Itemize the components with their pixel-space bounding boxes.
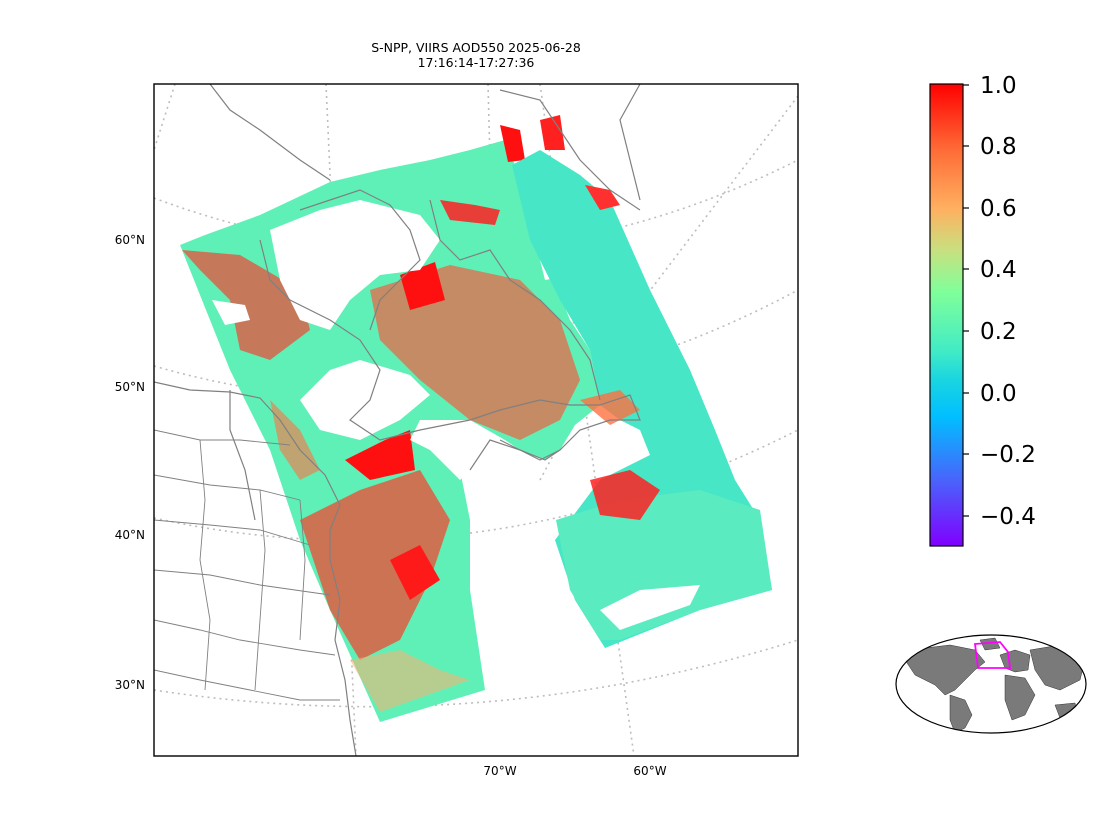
colorbar-tick-8: −0.4 xyxy=(980,504,1036,530)
title-line-1: S-NPP, VIIRS AOD550 2025-06-28 xyxy=(371,40,581,55)
colorbar-gradient xyxy=(929,83,964,547)
region-box xyxy=(973,641,1012,669)
map-frame xyxy=(153,83,799,757)
chart-title: S-NPP, VIIRS AOD550 2025-06-28 17:16:14-… xyxy=(154,40,798,70)
colorbar-tick-5: 0.2 xyxy=(980,319,1017,345)
colorbar-tick-1: 1.0 xyxy=(980,73,1017,99)
lon-label-60w: 60°W xyxy=(633,764,666,778)
colorbar: 1.0 0.8 0.6 0.4 0.2 0.0 −0.2 −0.4 xyxy=(929,73,1036,547)
lat-label-40: 40°N xyxy=(115,528,145,542)
title-line-2: 17:16:14-17:27:36 xyxy=(417,55,535,70)
aod-swath-east xyxy=(512,115,772,648)
colorbar-tick-7: −0.2 xyxy=(980,442,1036,468)
lat-label-30: 30°N xyxy=(115,678,145,692)
colorbar-tick-2: 0.8 xyxy=(980,134,1017,160)
lat-label-50: 50°N xyxy=(115,380,145,394)
state-borders xyxy=(154,429,340,701)
coastlines xyxy=(154,84,641,756)
lon-label-70w: 70°W xyxy=(483,764,516,778)
colorbar-tick-4: 0.4 xyxy=(980,257,1017,283)
colorbar-tick-3: 0.6 xyxy=(980,196,1017,222)
lat-label-60: 60°N xyxy=(115,233,145,247)
inset-globe-map xyxy=(895,634,1087,734)
map-area xyxy=(154,84,798,756)
no-data-gaps xyxy=(212,200,575,480)
colorbar-tick-6: 0.0 xyxy=(980,381,1017,407)
